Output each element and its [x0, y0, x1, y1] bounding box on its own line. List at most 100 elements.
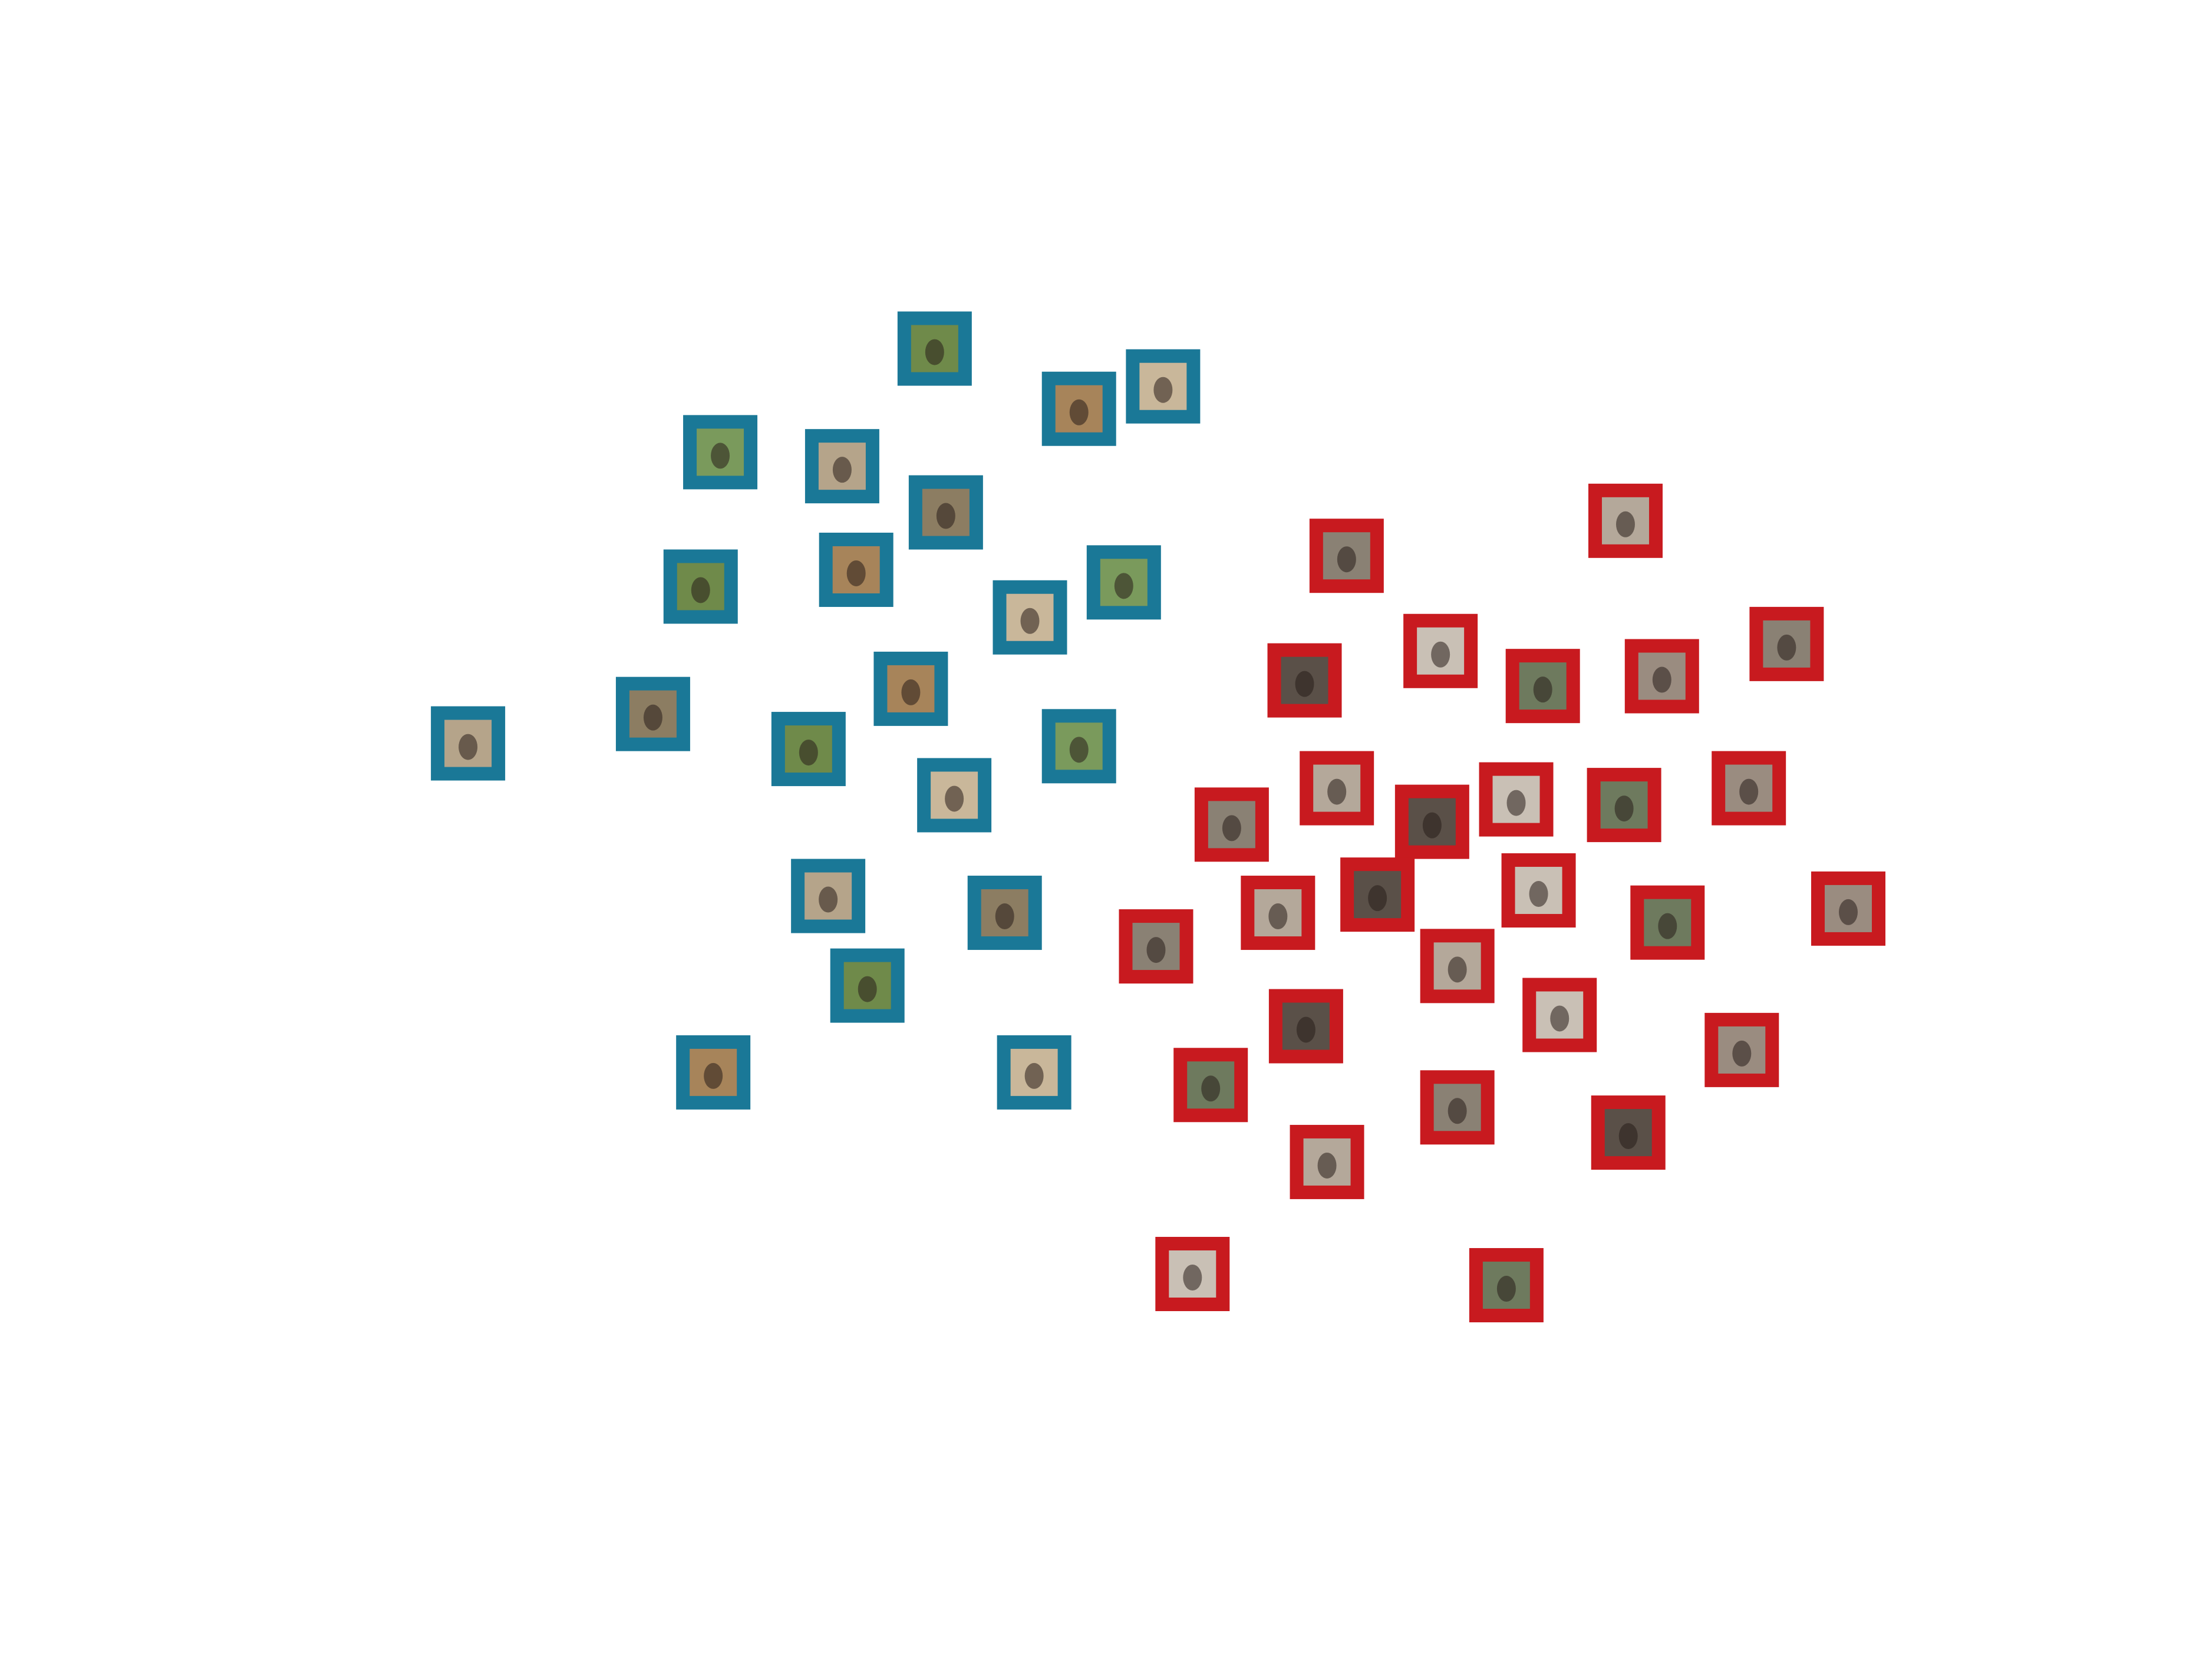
cat-silhouette — [1317, 1152, 1337, 1179]
cat-silhouette — [1222, 815, 1241, 841]
dog-point — [663, 549, 738, 624]
cat-silhouette — [1732, 1040, 1752, 1067]
cat-point — [1712, 751, 1786, 826]
dog-silhouette — [936, 503, 955, 529]
cat-point — [1309, 519, 1384, 593]
cat-point — [1624, 639, 1699, 714]
dog-silhouette — [799, 740, 818, 766]
dog-point — [873, 651, 948, 726]
dog-silhouette — [1020, 608, 1040, 634]
cat-point — [1501, 853, 1576, 928]
cat-silhouette — [1658, 913, 1677, 939]
dog-point — [997, 1035, 1071, 1110]
cat-point — [1119, 909, 1193, 984]
cat-silhouette — [1183, 1265, 1202, 1291]
cat-silhouette — [1533, 676, 1552, 703]
dog-point — [897, 311, 972, 386]
dog-silhouette — [1153, 377, 1173, 403]
dog-point — [615, 676, 690, 751]
dog-silhouette — [643, 704, 662, 731]
cat-silhouette — [1506, 790, 1526, 816]
cat-silhouette — [1368, 885, 1387, 912]
cat-point — [1290, 1124, 1364, 1199]
cat-point — [1588, 483, 1663, 558]
dog-silhouette — [1069, 737, 1089, 763]
dog-silhouette — [691, 577, 710, 603]
cat-silhouette — [1529, 881, 1548, 907]
cat-silhouette — [1268, 903, 1288, 930]
dog-silhouette — [945, 785, 964, 812]
dog-silhouette — [1114, 573, 1133, 599]
dog-silhouette — [819, 886, 838, 913]
cat-silhouette — [1448, 956, 1467, 983]
cat-silhouette — [1431, 641, 1450, 668]
dog-silhouette — [459, 734, 478, 760]
cat-point — [1173, 1048, 1248, 1123]
cat-point — [1241, 876, 1315, 950]
cat-point — [1267, 643, 1342, 718]
cat-silhouette — [1448, 1098, 1467, 1124]
cat-silhouette — [1777, 634, 1796, 661]
cat-point — [1268, 989, 1343, 1064]
cat-silhouette — [1739, 778, 1759, 805]
dog-point — [967, 876, 1042, 950]
cat-point — [1505, 649, 1580, 724]
dog-silhouette — [704, 1062, 723, 1089]
cat-point — [1403, 613, 1478, 688]
dog-silhouette — [925, 339, 944, 365]
data-points — [431, 311, 1886, 1323]
dog-silhouette — [901, 679, 921, 705]
cat-point — [1630, 885, 1705, 960]
cat-point — [1704, 1012, 1779, 1087]
cat-point — [1340, 857, 1415, 932]
dog-silhouette — [858, 976, 877, 1002]
cat-point — [1300, 751, 1374, 826]
dog-point — [1086, 545, 1161, 620]
cat-point — [1587, 768, 1661, 843]
dog-silhouette — [832, 457, 852, 483]
cat-silhouette — [1839, 899, 1858, 925]
dog-silhouette — [1024, 1062, 1044, 1089]
cat-silhouette — [1327, 778, 1347, 805]
cat-silhouette — [1615, 511, 1635, 537]
cat-point — [1194, 787, 1269, 862]
dog-point — [804, 429, 879, 504]
cat-point — [1420, 1070, 1495, 1145]
cat-point — [1749, 606, 1824, 681]
dog-point — [1041, 709, 1116, 784]
cat-silhouette — [1618, 1123, 1638, 1150]
cat-point — [1811, 871, 1886, 946]
cat-silhouette — [1295, 671, 1314, 697]
dog-silhouette — [711, 443, 730, 469]
dog-point — [993, 580, 1067, 655]
dog-point — [819, 532, 893, 607]
cat-point — [1479, 762, 1554, 837]
cat-silhouette — [1614, 796, 1634, 822]
cat-point — [1469, 1248, 1544, 1323]
dog-silhouette — [846, 560, 866, 586]
cat-silhouette — [1201, 1075, 1221, 1102]
dog-point — [791, 859, 866, 933]
dog-point — [1126, 349, 1201, 424]
dog-point — [683, 415, 758, 490]
dog-point — [830, 948, 905, 1023]
dog-silhouette — [1069, 399, 1089, 425]
dog-point — [908, 475, 983, 550]
cat-point — [1394, 784, 1469, 859]
cat-silhouette — [1496, 1276, 1516, 1302]
dog-point — [917, 758, 992, 833]
dog-point — [771, 712, 846, 787]
dog-point — [431, 706, 506, 781]
cat-silhouette — [1422, 812, 1442, 839]
cat-silhouette — [1550, 1005, 1570, 1032]
cat-point — [1591, 1095, 1666, 1170]
cat-silhouette — [1296, 1016, 1315, 1043]
dog-point — [676, 1035, 751, 1110]
cat-silhouette — [1337, 546, 1356, 573]
cat-point — [1522, 978, 1597, 1052]
cat-silhouette — [1652, 666, 1671, 693]
cat-silhouette — [1146, 937, 1166, 963]
cat-point — [1420, 929, 1495, 1004]
